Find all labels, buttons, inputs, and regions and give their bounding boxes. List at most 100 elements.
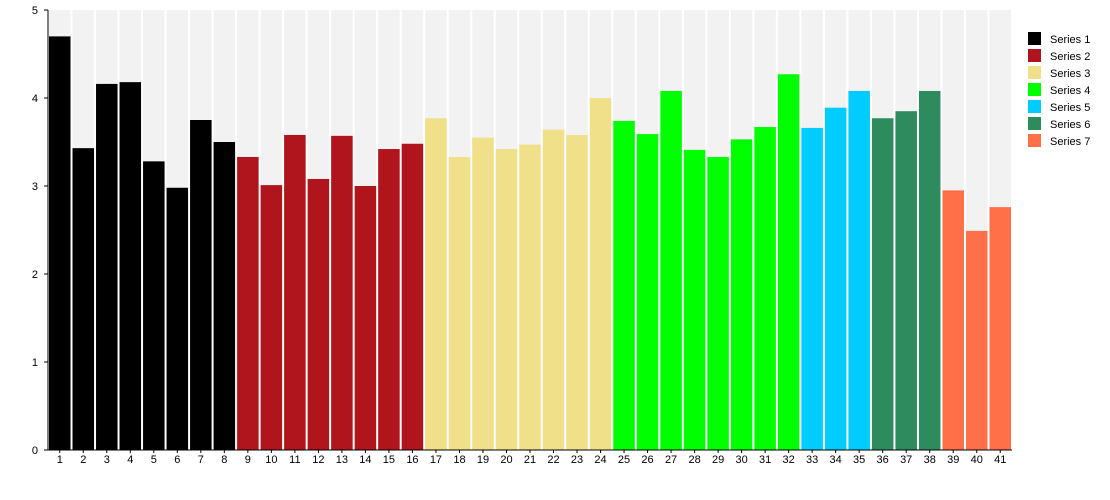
x-tick-label: 32 <box>783 454 795 466</box>
bar <box>72 148 95 450</box>
bar <box>683 149 706 451</box>
y-tick-label: 4 <box>32 93 38 105</box>
x-tick-label: 25 <box>618 454 630 466</box>
x-tick-label: 20 <box>500 454 512 466</box>
x-tick-label: 4 <box>127 454 133 466</box>
bar <box>918 90 941 451</box>
x-tick-label: 2 <box>80 454 86 466</box>
bar <box>801 127 823 451</box>
bar <box>824 107 847 451</box>
x-tick-label: 9 <box>245 454 251 466</box>
bar <box>589 98 612 450</box>
x-tick-label: 37 <box>900 454 912 466</box>
x-tick-label: 12 <box>312 454 324 466</box>
bar <box>166 187 189 450</box>
x-tick-label: 16 <box>406 454 418 466</box>
x-tick-label: 19 <box>477 454 489 466</box>
bar <box>942 190 964 450</box>
x-tick-label: 28 <box>688 454 700 466</box>
legend-label: Series 1 <box>1050 34 1090 46</box>
legend-label: Series 3 <box>1050 68 1090 80</box>
bar <box>401 143 424 450</box>
bar <box>260 185 283 450</box>
legend-label: Series 7 <box>1050 136 1090 148</box>
x-tick-label: 23 <box>571 454 583 466</box>
bar <box>895 111 917 450</box>
legend-swatch <box>1028 49 1041 62</box>
bar <box>331 135 353 450</box>
bar <box>96 83 118 451</box>
legend-label: Series 6 <box>1050 119 1090 131</box>
bar <box>636 134 659 450</box>
bar <box>190 120 212 450</box>
bar <box>495 149 518 451</box>
bar <box>613 120 635 450</box>
legend-swatch <box>1028 117 1041 130</box>
bar <box>284 134 306 450</box>
x-tick-label: 35 <box>853 454 865 466</box>
y-tick-label: 1 <box>32 357 38 369</box>
bar <box>542 129 565 450</box>
bar <box>777 74 800 451</box>
x-tick-label: 41 <box>994 454 1006 466</box>
bar <box>213 142 236 450</box>
x-tick-label: 5 <box>151 454 157 466</box>
x-tick-label: 13 <box>336 454 348 466</box>
x-tick-label: 15 <box>383 454 395 466</box>
bar <box>730 139 753 451</box>
x-tick-label: 27 <box>665 454 677 466</box>
x-tick-label: 36 <box>877 454 889 466</box>
x-tick-label: 6 <box>174 454 180 466</box>
bar <box>119 82 142 450</box>
legend-swatch <box>1028 100 1041 113</box>
legend-swatch <box>1028 134 1041 147</box>
x-tick-label: 8 <box>221 454 227 466</box>
bar <box>871 118 894 451</box>
x-tick-label: 22 <box>547 454 559 466</box>
bar <box>989 207 1011 450</box>
bar <box>143 161 165 451</box>
bar <box>660 90 682 451</box>
x-tick-label: 7 <box>198 454 204 466</box>
y-tick-label: 2 <box>32 269 38 281</box>
y-tick-label: 3 <box>32 181 38 193</box>
legend-label: Series 2 <box>1050 51 1090 63</box>
bar <box>566 134 588 450</box>
legend-swatch <box>1028 32 1041 45</box>
bar <box>519 144 541 450</box>
x-tick-label: 18 <box>453 454 465 466</box>
bar <box>754 127 776 450</box>
bar <box>472 137 494 450</box>
x-tick-label: 14 <box>359 454 371 466</box>
y-tick-label: 0 <box>32 445 38 457</box>
bar <box>378 149 400 451</box>
x-tick-label: 21 <box>524 454 536 466</box>
bar <box>448 156 471 450</box>
bar <box>354 186 377 450</box>
x-tick-label: 17 <box>430 454 442 466</box>
x-tick-label: 40 <box>971 454 983 466</box>
legend-swatch <box>1028 66 1041 79</box>
x-tick-label: 1 <box>57 454 63 466</box>
x-tick-label: 38 <box>924 454 936 466</box>
x-tick-label: 29 <box>712 454 724 466</box>
bar <box>707 156 729 450</box>
x-tick-label: 24 <box>594 454 606 466</box>
bar <box>237 156 259 450</box>
x-tick-label: 30 <box>735 454 747 466</box>
x-tick-label: 10 <box>265 454 277 466</box>
x-tick-label: 31 <box>759 454 771 466</box>
bar <box>425 118 447 451</box>
x-tick-label: 39 <box>947 454 959 466</box>
bar <box>49 36 71 451</box>
bar <box>307 178 330 450</box>
x-tick-label: 26 <box>641 454 653 466</box>
x-tick-label: 3 <box>104 454 110 466</box>
legend-label: Series 5 <box>1050 102 1090 114</box>
y-tick-label: 5 <box>32 5 38 17</box>
x-tick-label: 34 <box>830 454 842 466</box>
bar <box>965 230 988 450</box>
x-tick-label: 33 <box>806 454 818 466</box>
legend-label: Series 4 <box>1050 85 1090 97</box>
